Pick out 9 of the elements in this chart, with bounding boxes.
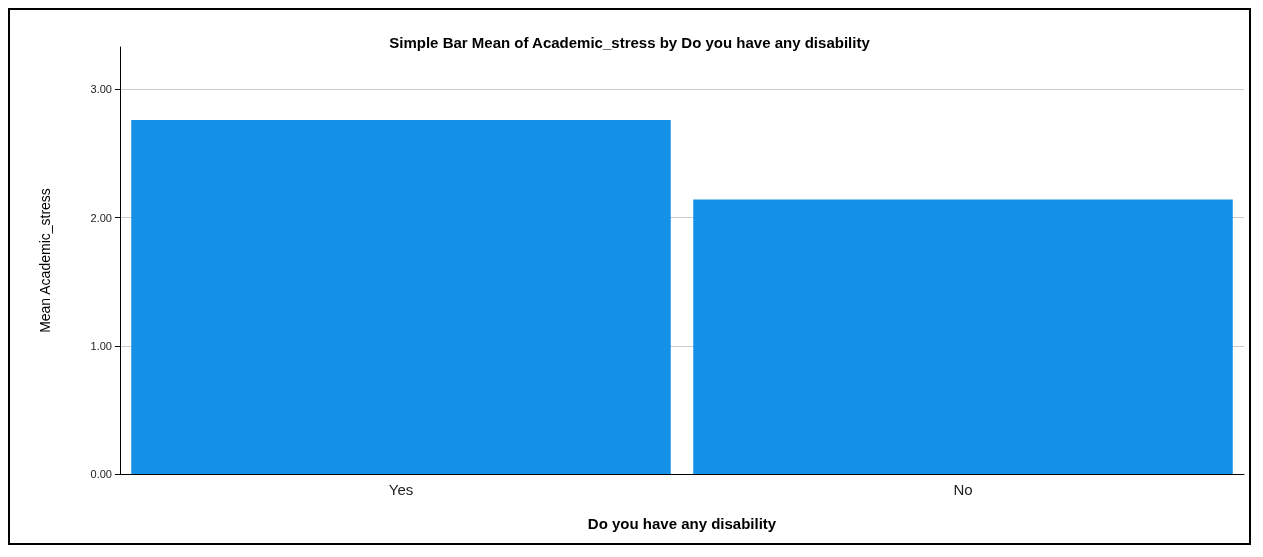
y-tick-label: 2.00 — [90, 211, 112, 224]
y-axis-title: Mean Academic_stress — [37, 188, 53, 333]
y-tick-label: 3.00 — [90, 83, 112, 96]
chart-title: Simple Bar Mean of Academic_stress by Do you have any disability — [389, 34, 871, 51]
x-axis-title: Do you have any disability — [587, 515, 777, 532]
y-tick-label: 0.00 — [90, 468, 112, 480]
x-tick-label: Yes — [388, 481, 414, 498]
x-tick-label: No — [953, 481, 973, 498]
y-tick-label: 1.00 — [90, 339, 112, 352]
